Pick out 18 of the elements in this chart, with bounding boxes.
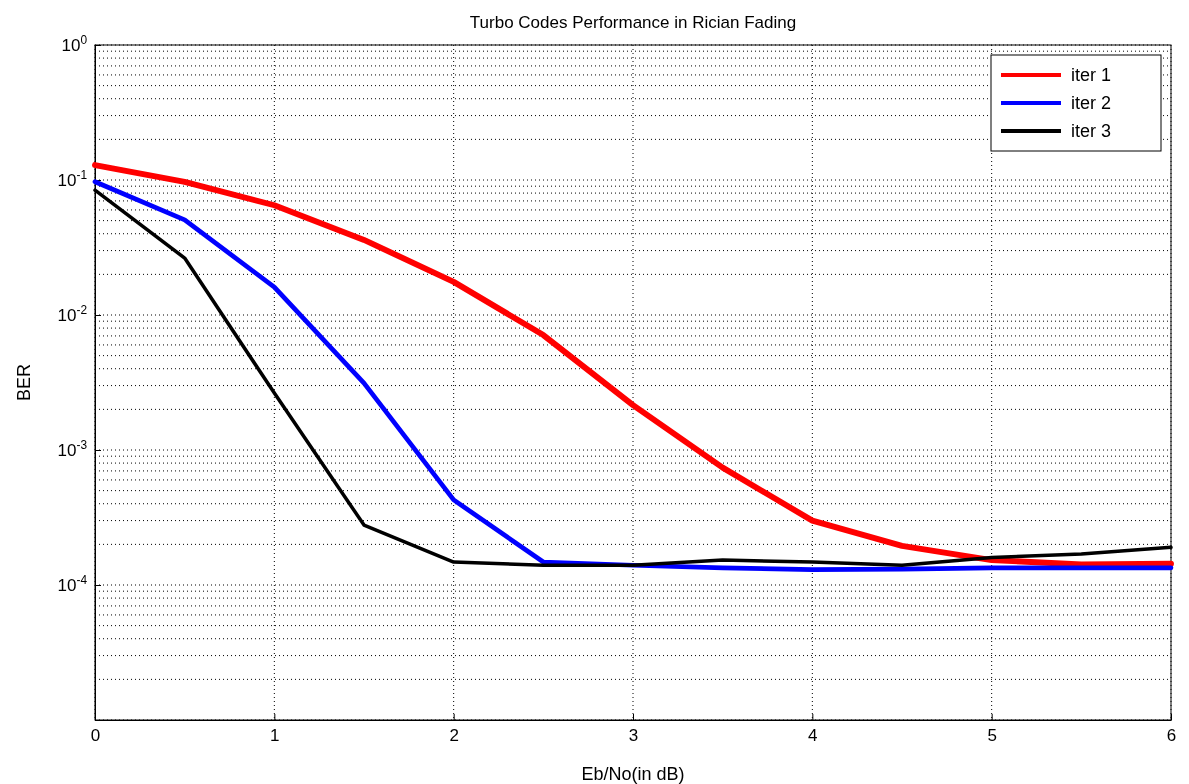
legend-label: iter 1	[1071, 65, 1112, 85]
legend-label: iter 3	[1071, 121, 1112, 141]
chart-title: Turbo Codes Performance in Rician Fading	[469, 13, 797, 32]
y-tick-label: 10$^{-4}$	[57, 572, 88, 595]
y-axis-title: BER	[14, 363, 34, 402]
x-tick-label: 3	[628, 726, 639, 746]
y-tick-label: 10$^{-1}$	[57, 167, 88, 190]
y-tick-label: 10$^{-3}$	[57, 437, 88, 460]
y-tick-label: 10$^{-2}$	[57, 302, 88, 325]
x-tick-label: 4	[808, 726, 818, 746]
legend-label: iter 2	[1071, 93, 1112, 113]
x-tick-label: 1	[270, 726, 280, 746]
x-tick-label: 6	[1166, 726, 1177, 746]
x-axis-title: Eb/No(in dB)	[581, 764, 685, 784]
y-tick-label: 10$^{0}$	[61, 32, 88, 55]
x-tick-label: 2	[449, 726, 459, 746]
x-tick-label: 0	[90, 726, 101, 746]
x-tick-label: 5	[987, 726, 997, 746]
